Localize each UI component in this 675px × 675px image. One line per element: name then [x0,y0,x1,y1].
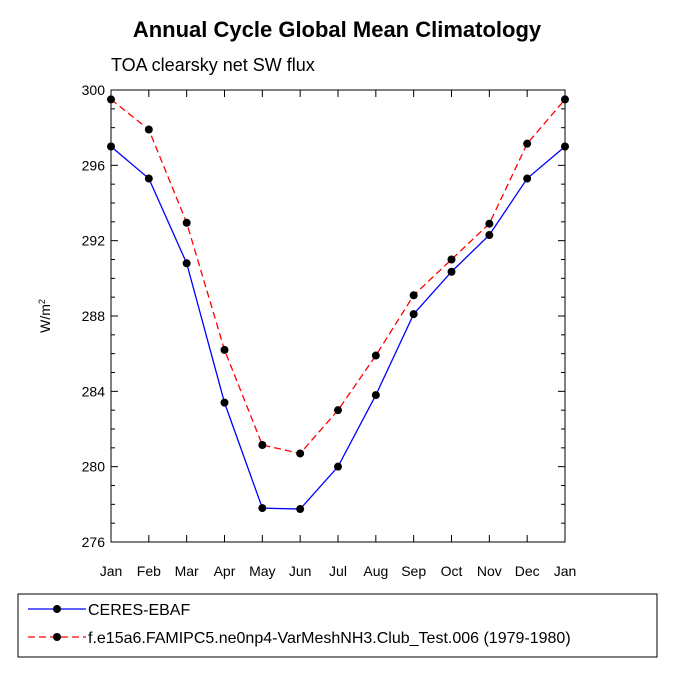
data-point-series-0 [334,462,342,471]
plot-area: 276 280 284 288 292 296 300 Jan Feb Mar Apr May Jun J… [82,82,577,579]
legend: CERES-EBAF f.e15a6.FAMIPC5.ne0np4-VarMesh… [17,593,658,658]
y-axis-label-sup: 2 [37,299,47,304]
data-point-series-0 [409,310,418,319]
legend-marker-1 [53,633,61,641]
data-point-series-1 [561,95,569,104]
data-point-series-1 [523,139,532,148]
y-tick-label: 300 [82,82,106,98]
y-axis-label-unit: W/m [37,304,53,333]
y-tick-label: 276 [82,534,106,550]
data-point-series-0 [447,267,456,276]
y-tick-label: 280 [82,459,106,475]
data-point-series-1 [182,218,191,227]
series-line-1 [110,98,566,455]
data-point-series-1 [409,291,418,300]
data-point-series-0 [485,231,494,240]
x-tick-label: Jul [329,563,347,579]
x-tick-label: Oct [441,563,463,579]
x-tick-label: Mar [175,563,199,579]
x-tick-label: Aug [363,563,388,579]
data-point-series-0 [523,174,532,183]
data-point-series-1 [296,449,305,458]
x-tick-label: Sep [401,563,426,579]
legend-label-1: f.e15a6.FAMIPC5.ne0np4-VarMeshNH3.Club_T… [88,630,571,647]
data-point-series-1 [107,95,115,104]
x-tick-label: Jun [289,563,312,579]
chart-title: Annual Cycle Global Mean Climatology [133,17,542,42]
y-axis-label: W/m2 [37,299,53,333]
data-point-series-0 [144,174,153,183]
plot-frame [110,89,566,543]
data-point-series-0 [182,259,191,268]
chart-subtitle: TOA clearsky net SW flux [111,55,315,75]
data-point-series-0 [258,504,267,513]
x-tick-label: May [249,563,275,579]
data-point-series-0 [561,142,569,151]
data-point-series-1 [144,125,153,134]
x-tick-label: Dec [515,563,540,579]
data-point-series-0 [107,142,115,151]
data-point-series-1 [447,255,456,264]
legend-marker-0 [53,605,61,613]
y-tick-label: 288 [82,308,106,324]
legend-box [17,593,658,658]
data-point-series-1 [334,406,342,415]
data-point-series-0 [371,391,380,400]
x-tick-label: Jan [100,563,123,579]
y-tick-label: 292 [82,233,106,249]
x-tick-label: Feb [137,563,161,579]
data-point-series-1 [258,441,267,450]
x-tick-label: Nov [477,563,502,579]
data-point-series-1 [220,345,229,354]
data-point-series-0 [220,398,229,407]
y-tick-label: 296 [82,157,106,173]
x-tick-label: Apr [214,563,236,579]
y-tick-label: 284 [82,383,106,399]
series-line-0 [110,146,566,510]
data-point-series-1 [485,219,494,228]
data-point-series-1 [371,351,380,360]
x-tick-label: Jan [554,563,577,579]
legend-label-0: CERES-EBAF [88,602,190,619]
data-point-series-0 [296,505,305,514]
